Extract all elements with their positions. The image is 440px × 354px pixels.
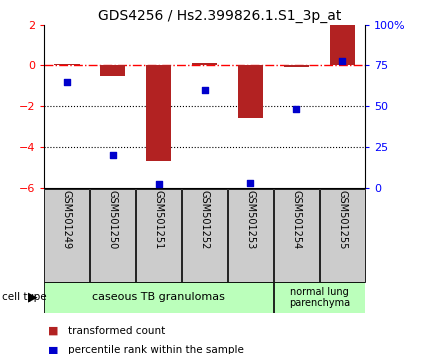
Text: ■: ■ [48,326,59,336]
Point [247,180,254,185]
Text: percentile rank within the sample: percentile rank within the sample [68,346,244,354]
FancyBboxPatch shape [182,189,227,282]
Point [293,107,300,112]
FancyBboxPatch shape [320,189,365,282]
Point [63,79,70,85]
FancyBboxPatch shape [136,189,181,282]
Text: normal lung
parenchyma: normal lung parenchyma [289,286,350,308]
Text: ▶: ▶ [28,291,37,304]
Point [339,58,346,63]
Bar [192,63,217,65]
Point [201,87,208,93]
Text: GSM501251: GSM501251 [154,190,164,250]
FancyBboxPatch shape [44,282,273,313]
FancyBboxPatch shape [90,189,136,282]
Bar [330,25,355,65]
Text: GSM501255: GSM501255 [337,190,347,250]
Text: GSM501254: GSM501254 [291,190,301,250]
FancyBboxPatch shape [274,282,365,313]
FancyBboxPatch shape [44,189,89,282]
Bar [284,65,309,67]
Text: transformed count: transformed count [68,326,165,336]
Text: cell type: cell type [2,292,47,302]
FancyBboxPatch shape [228,189,273,282]
Text: GDS4256 / Hs2.399826.1.S1_3p_at: GDS4256 / Hs2.399826.1.S1_3p_at [98,9,342,23]
Bar [146,65,171,161]
Text: GSM501253: GSM501253 [246,190,256,250]
Text: GSM501252: GSM501252 [200,190,209,250]
Text: ■: ■ [48,346,59,354]
Text: caseous TB granulomas: caseous TB granulomas [92,292,225,302]
FancyBboxPatch shape [274,189,319,282]
Point [155,182,162,187]
Bar [54,64,80,65]
Point [109,152,116,158]
Bar [100,65,125,76]
Text: GSM501250: GSM501250 [108,190,118,250]
Bar [238,65,263,118]
Text: GSM501249: GSM501249 [62,190,72,250]
